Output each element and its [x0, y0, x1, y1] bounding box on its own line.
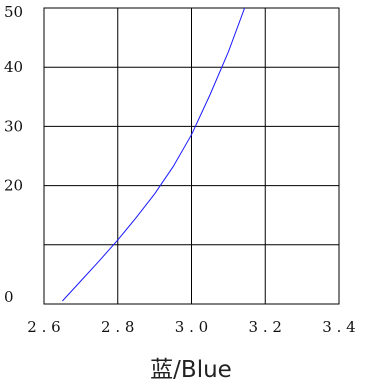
x-tick-label: 3 . 4	[322, 318, 355, 336]
x-tick-label: 3 . 2	[249, 318, 282, 336]
x-tick-label: 3 . 0	[175, 318, 208, 336]
y-tick-labels: 0 20 30 40 50	[4, 3, 23, 306]
x-tick-label: 2 . 8	[101, 318, 134, 336]
grid-lines	[44, 8, 339, 304]
x-tick-labels: 2 . 6 2 . 8 3 . 0 3 . 2 3 . 4	[27, 318, 355, 336]
y-tick-label: 20	[4, 177, 23, 195]
plot-border	[43, 7, 340, 305]
y-tick-label: 50	[4, 3, 23, 21]
y-tick-label: 30	[4, 117, 23, 135]
y-tick-label: 40	[4, 58, 23, 76]
y-tick-label: 0	[4, 288, 14, 306]
x-axis-label: 蓝/Blue	[150, 357, 232, 383]
series-line	[62, 8, 246, 302]
x-tick-label: 2 . 6	[27, 318, 60, 336]
plot-frame	[43, 7, 340, 305]
series-layer	[62, 8, 246, 302]
